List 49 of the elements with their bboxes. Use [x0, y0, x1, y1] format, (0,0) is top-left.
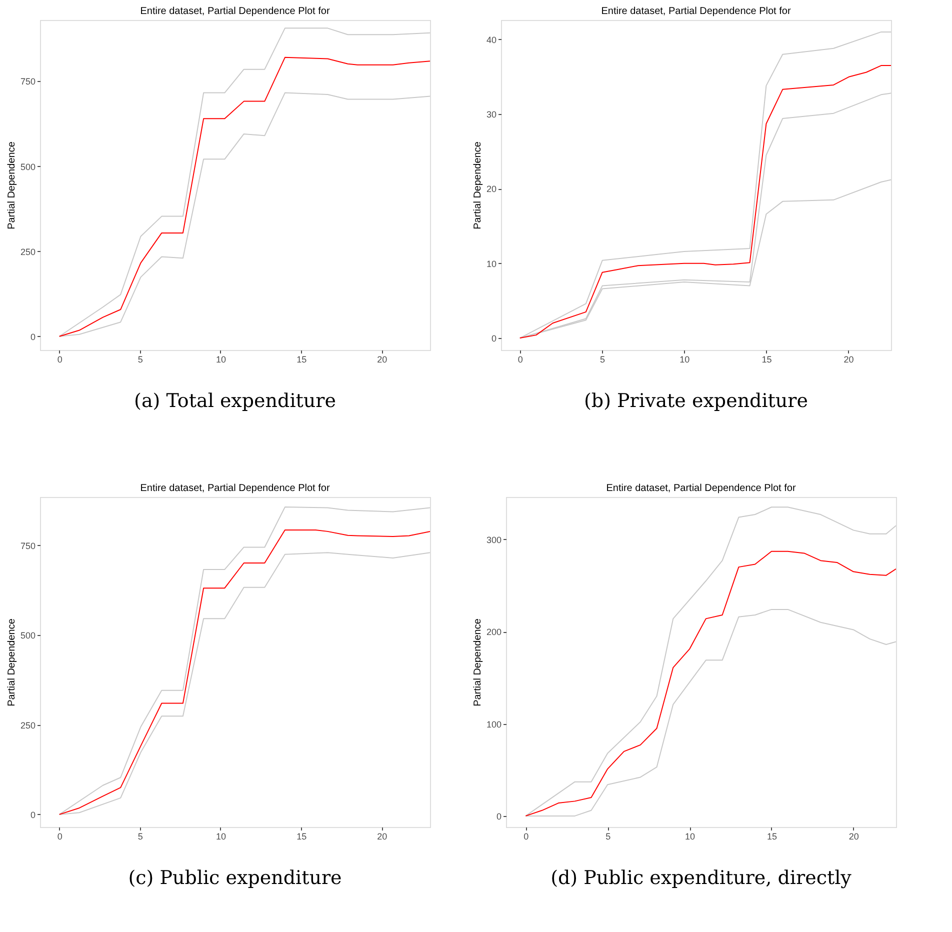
y-axis-title: Partial Dependence: [472, 141, 484, 230]
y-tick-label: 500: [20, 630, 36, 641]
y-tick-label: 500: [20, 162, 36, 172]
x-tick-label: 0: [524, 832, 529, 842]
text: (d) Public expenditure, directly: [550, 867, 852, 889]
chart-title: Entire dataset, Partial Dependence Plot for: [601, 6, 792, 17]
x-tick-label: 15: [762, 354, 772, 364]
x-tick-label: 5: [138, 354, 143, 364]
x-tick-label: 5: [600, 354, 605, 364]
x-tick-label: 0: [518, 354, 523, 364]
x-tick-label: 10: [216, 832, 226, 842]
y-tick-label: 10: [486, 258, 496, 269]
x-tick-label: 5: [606, 832, 611, 842]
y-tick-label: 0: [491, 334, 496, 344]
text: (c) Public expenditure: [128, 867, 342, 889]
y-axis-title: Partial Dependence: [6, 618, 18, 706]
y-tick-label: 200: [486, 627, 502, 638]
y-axis-title: Partial Dependence: [472, 618, 484, 706]
y-tick-label: 750: [20, 540, 36, 551]
y-tick-label: 0: [30, 332, 36, 342]
x-tick-label: 5: [138, 832, 143, 842]
x-tick-label: 10: [216, 354, 226, 364]
x-tick-label: 15: [296, 832, 307, 842]
y-tick-label: 0: [30, 810, 36, 820]
text: (a) Total expenditure: [134, 390, 336, 412]
chart-title: Entire dataset, Partial Dependence Plot for: [606, 483, 796, 494]
y-axis-title: Partial Dependence: [6, 141, 18, 230]
x-tick-label: 10: [685, 832, 696, 842]
x-tick-label: 20: [377, 832, 388, 842]
y-tick-label: 250: [20, 246, 36, 257]
chart-title: Entire dataset, Partial Dependence Plot for: [140, 483, 330, 494]
y-tick-label: 30: [486, 110, 496, 120]
y-tick-label: 750: [20, 76, 36, 87]
x-tick-label: 10: [680, 354, 690, 364]
x-tick-label: 15: [766, 832, 777, 842]
x-tick-label: 20: [377, 354, 388, 364]
x-tick-label: 0: [57, 354, 62, 364]
x-tick-label: 0: [57, 832, 62, 842]
y-tick-label: 100: [486, 719, 502, 730]
y-tick-label: 20: [486, 184, 496, 194]
x-tick-label: 15: [296, 354, 307, 364]
y-tick-label: 300: [486, 534, 502, 545]
x-tick-label: 20: [844, 354, 854, 364]
y-tick-label: 40: [486, 34, 496, 45]
x-tick-label: 20: [848, 832, 859, 842]
y-tick-label: 0: [496, 811, 502, 822]
y-tick-label: 250: [20, 720, 36, 730]
text: (b) Private expenditure: [584, 390, 808, 412]
chart-title: Entire dataset, Partial Dependence Plot for: [140, 6, 330, 17]
